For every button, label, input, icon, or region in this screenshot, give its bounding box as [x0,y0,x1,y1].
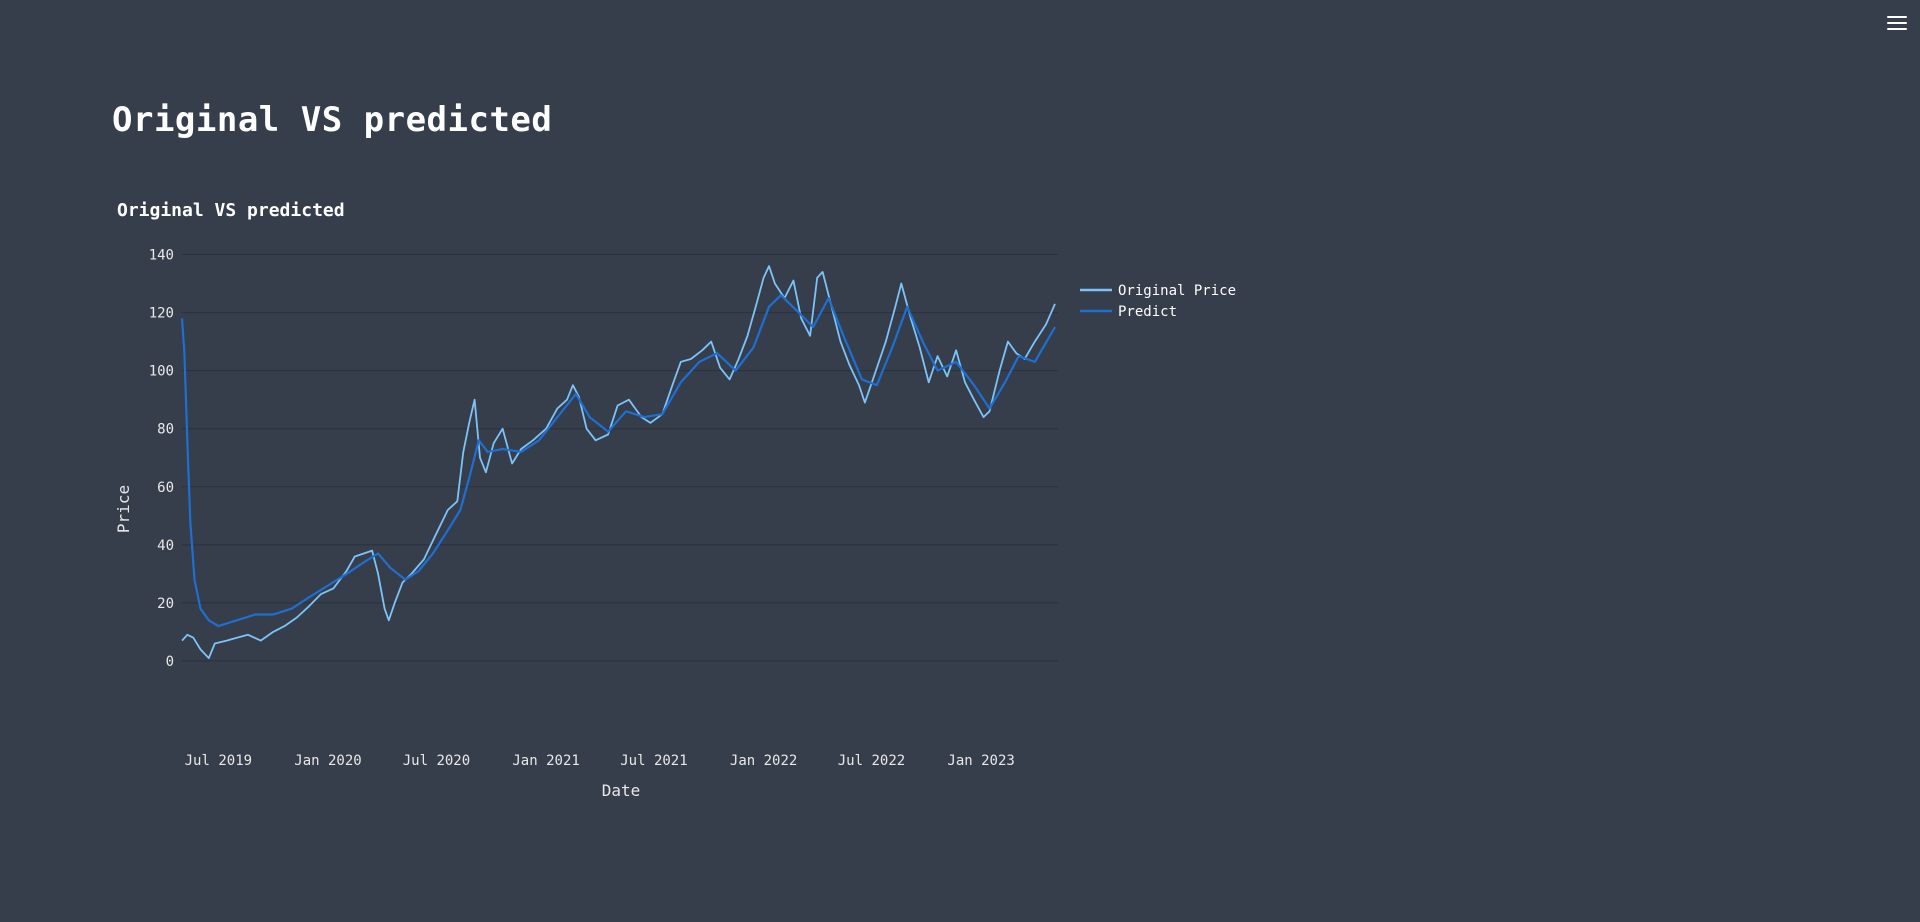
grid-lines [182,254,1058,662]
x-tick-label: Jul 2020 [403,753,470,769]
y-tick-label: 80 [157,422,174,438]
legend-label[interactable]: Predict [1118,304,1177,320]
menu-line [1887,22,1907,24]
x-axis-label: Date [602,781,641,800]
y-tick-label: 40 [157,538,174,554]
y-tick-label: 20 [157,596,174,612]
legend[interactable]: Original Price Predict [1080,283,1236,320]
series-layer[interactable] [180,265,1056,659]
y-tick-label: 140 [149,248,174,264]
x-tick-label: Jan 2021 [512,753,579,769]
y-tick-label: 0 [166,654,174,670]
hamburger-menu-icon[interactable] [1884,12,1910,34]
y-tick-label: 100 [149,364,174,380]
x-tick-label: Jan 2023 [947,753,1014,769]
x-tick-label: Jul 2019 [185,753,252,769]
page-title: Original VS predicted [112,100,553,140]
menu-line [1887,16,1907,18]
y-tick-label: 60 [157,480,174,496]
y-axis-ticks: 0 20 40 60 80 100 120 140 [149,248,174,670]
series-line-original-price[interactable] [181,265,1056,659]
x-tick-label: Jan 2022 [730,753,797,769]
y-tick-label: 120 [149,306,174,322]
chart-container: Original VS predicted 0 20 40 60 80 100 120 140… [0,190,1300,830]
x-tick-label: Jan 2020 [294,753,361,769]
series-line-predict[interactable] [180,294,1056,628]
menu-line [1887,28,1907,30]
x-axis-ticks: Jul 2019 Jan 2020 Jul 2020 Jan 2021 Jul 2021… [185,753,1015,769]
x-tick-label: Jul 2022 [838,753,905,769]
y-axis-label: Price [114,485,133,533]
chart-title: Original VS predicted [117,200,345,221]
x-tick-label: Jul 2021 [620,753,687,769]
legend-label[interactable]: Original Price [1118,283,1236,299]
